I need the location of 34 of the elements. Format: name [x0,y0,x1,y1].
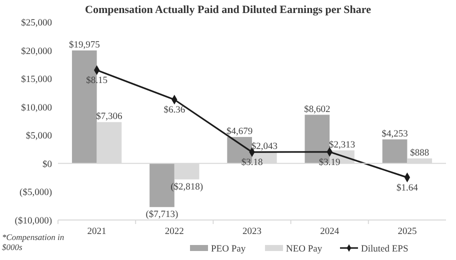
x-tick-label: 2025 [398,227,417,237]
legend-label: Diluted EPS [361,244,408,254]
y-tick-label: ($10,000) [14,216,52,226]
y-tick-label: ($5,000) [20,188,52,198]
data-label: $19,975 [68,40,100,50]
chart-title: Compensation Actually Paid and Diluted Earnings per Share [85,4,372,16]
y-tick-label: $15,000 [21,75,52,86]
y-tick-label: $10,000 [21,103,52,114]
y-tick-label: $20,000 [21,46,52,57]
data-label: $4,679 [226,126,253,137]
bar [382,139,408,164]
data-label: ($2,818) [170,182,204,192]
data-label: $3.19 [318,158,341,168]
y-tick-label: $25,000 [21,18,52,28]
data-label: $4,253 [382,129,408,140]
x-tick-label: 2022 [164,227,184,237]
legend-label: PEO Pay [211,244,246,254]
y-tick-label: $5,000 [26,132,52,142]
legend-label: NEO Pay [286,244,322,254]
data-label: $2,043 [251,142,278,152]
data-label: $2,313 [328,140,356,150]
text: *Compensation in $000s [2,232,64,252]
data-label: $7,306 [96,112,123,122]
data-label: ($7,713) [146,210,178,220]
data-label: $8,602 [304,104,330,115]
data-label: $3.18 [241,158,263,168]
data-label: $1.64 [396,183,418,194]
x-tick-label: 2021 [87,227,107,237]
y-tick-label: $0 [42,160,52,170]
x-tick-label: 2023 [242,227,262,237]
data-label: $888 [410,148,430,158]
data-label: $8.15 [86,76,108,86]
data-label: $6.36 [164,106,186,116]
x-tick-label: 2024 [320,227,340,237]
